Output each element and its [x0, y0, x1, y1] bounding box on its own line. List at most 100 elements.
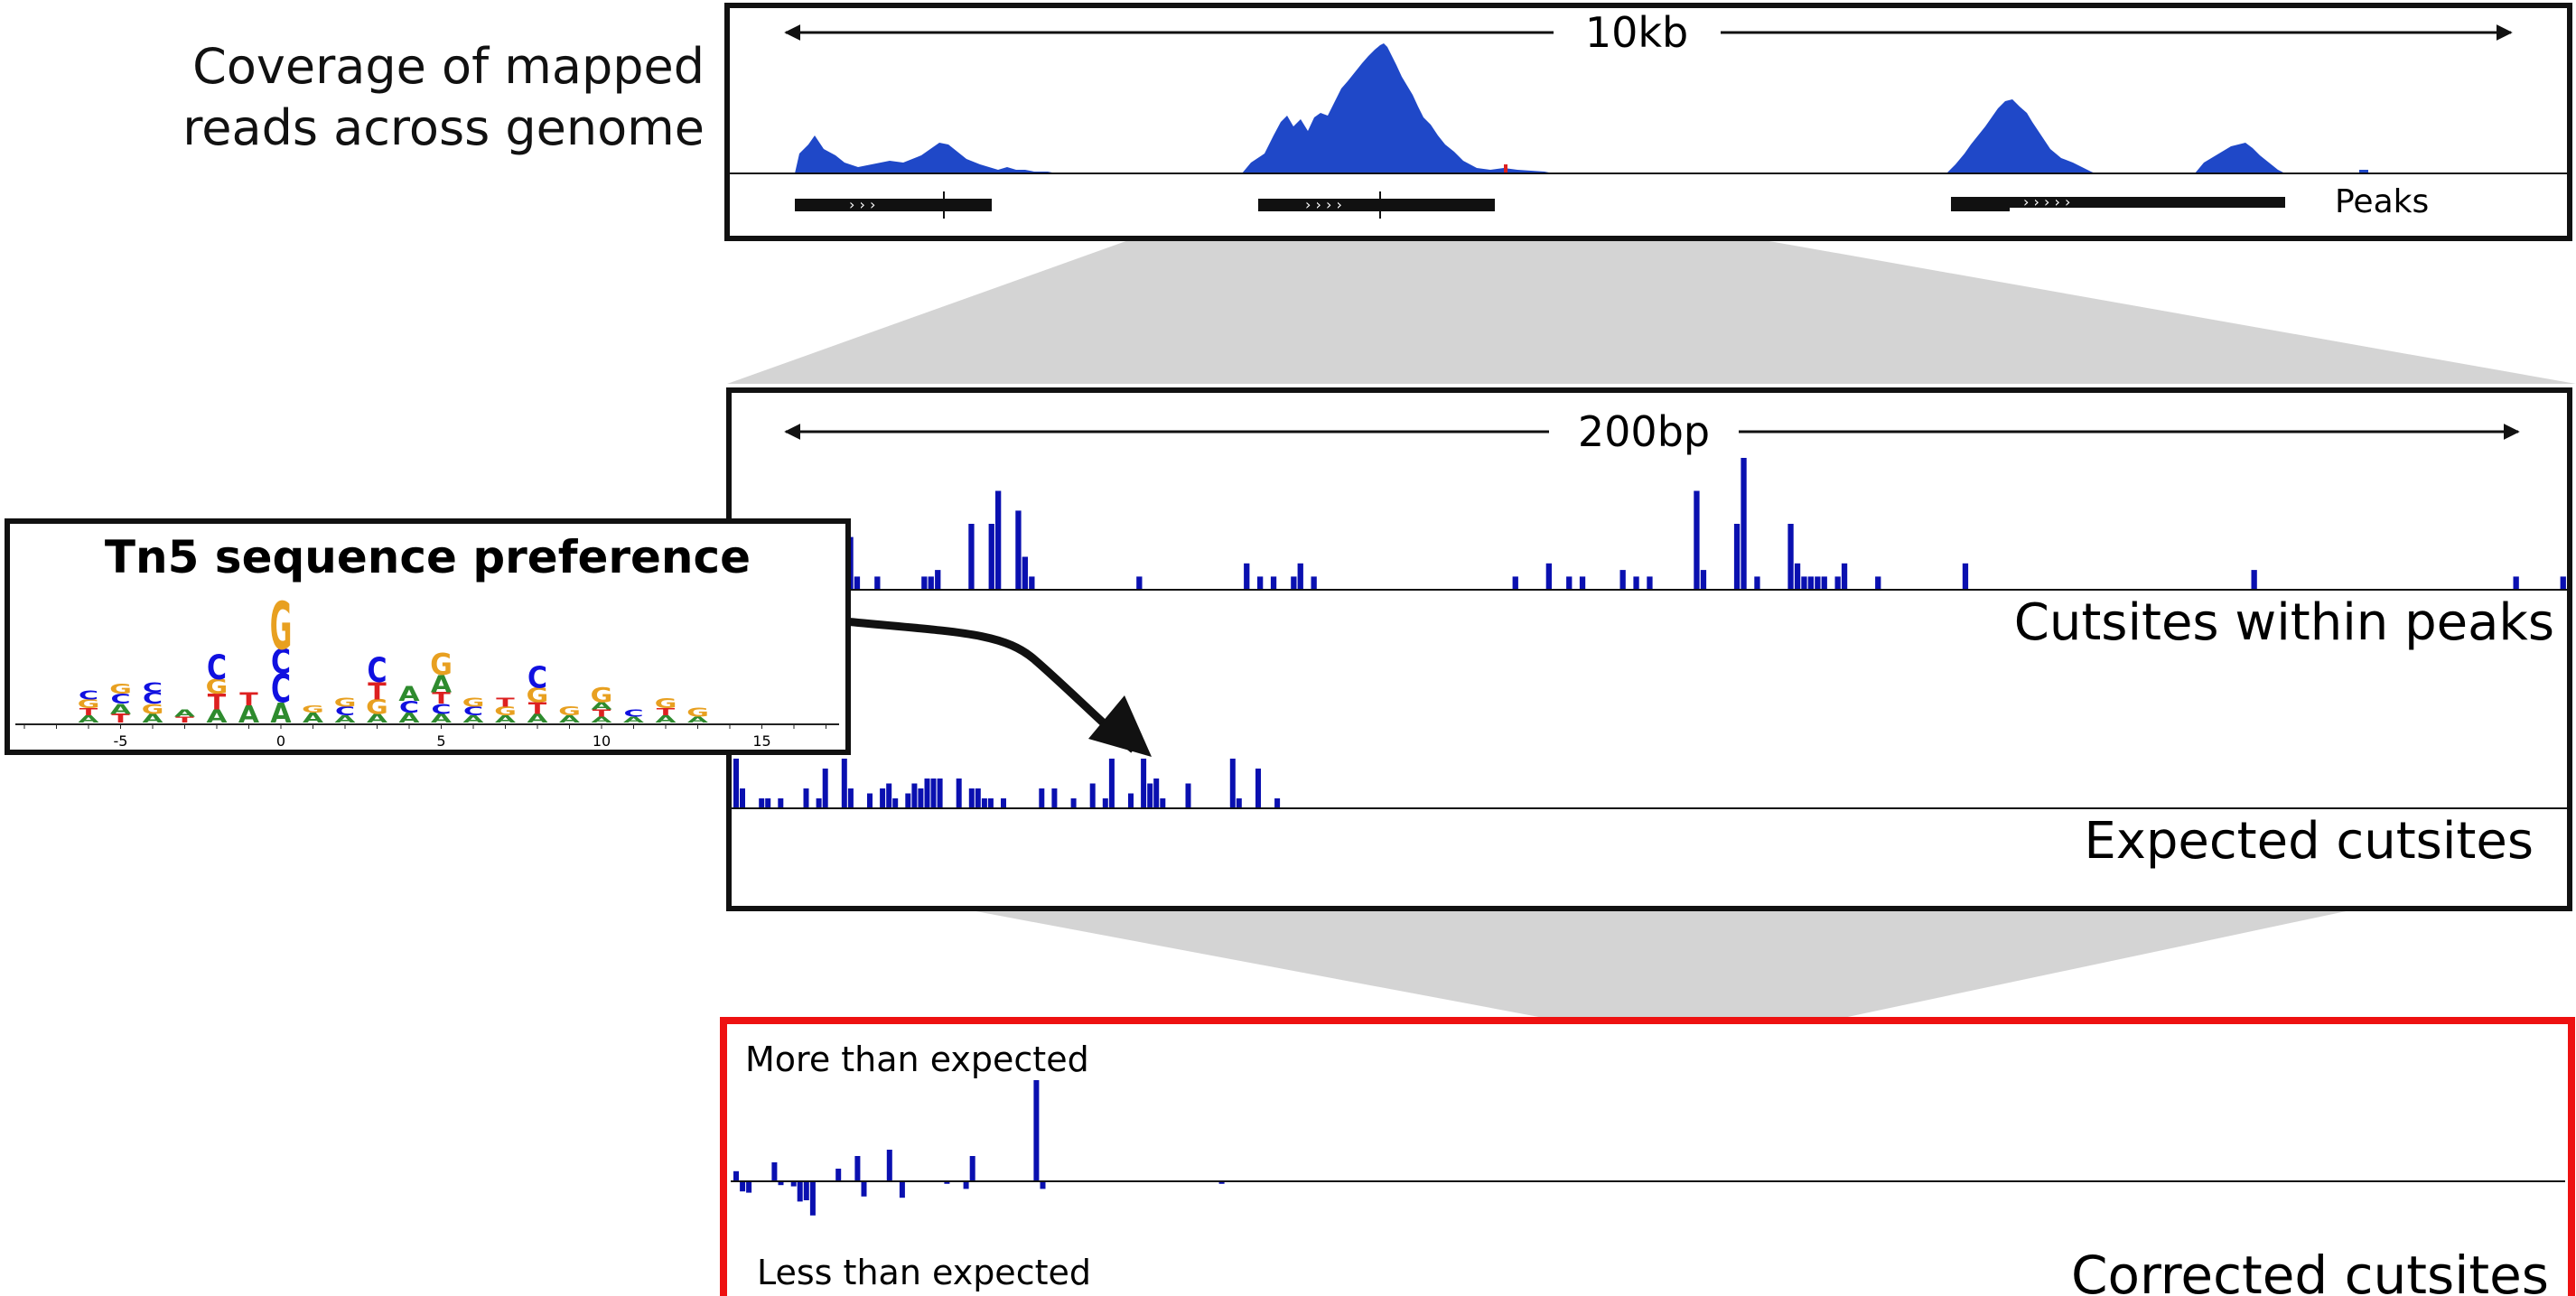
logo-letter: A: [495, 713, 517, 725]
corrected-cutsite-bars: [733, 1080, 1225, 1216]
observed-bar: [1633, 576, 1639, 590]
logo-tick-label: -5: [114, 732, 128, 750]
observed-bar: [1741, 458, 1747, 590]
corrected-bar: [1033, 1080, 1040, 1181]
zoom-panel: 200bp Cutsites within peaks Expected cut…: [726, 387, 2572, 911]
corrected-bar: [733, 1170, 739, 1181]
observed-bar: [1297, 563, 1303, 590]
observed-bar: [935, 570, 941, 590]
logo-letter: A: [110, 701, 132, 717]
logo-letter: G: [494, 705, 517, 719]
logo-letter: C: [335, 705, 355, 719]
expected-bar: [1153, 779, 1160, 808]
svg-text:› › ›: › › ›: [849, 196, 875, 213]
tn5-motif-box: Tn5 sequence preference -5 0 5 10 15 A T G C T A C G…: [5, 518, 851, 755]
expected-bar: [740, 788, 745, 808]
observed-bar: [2251, 570, 2257, 590]
logo-letter: G: [591, 685, 613, 707]
observed-bar: [1619, 570, 1626, 590]
corrected-bar: [835, 1169, 842, 1181]
observed-bar: [1566, 576, 1573, 590]
corrected-label: Corrected cutsites: [2071, 1245, 2549, 1296]
logo-tick-label: 15: [752, 732, 770, 750]
tn5-title: Tn5 sequence preference: [104, 531, 751, 583]
logo-tick-label: 10: [593, 732, 611, 750]
expected-bar: [987, 798, 994, 808]
zoom-connector-bottom: [971, 910, 2350, 1048]
coverage-scale-label: 10kb: [1585, 8, 1688, 57]
logo-letter: C: [271, 666, 291, 712]
expected-bar: [778, 798, 784, 808]
expected-bar: [847, 788, 854, 808]
expected-bar: [1102, 798, 1108, 808]
logo-letter: C: [79, 689, 98, 703]
logo-letter: C: [399, 697, 419, 716]
logo-letter: A: [367, 713, 387, 726]
expected-bar: [841, 759, 847, 808]
expected-bar: [1070, 798, 1077, 808]
expected-bar: [1001, 798, 1006, 808]
observed-bar: [988, 524, 994, 590]
logo-letter: A: [655, 713, 677, 725]
logo-tick-label: 5: [436, 732, 445, 750]
logo-letter: C: [271, 643, 291, 682]
logo-letter: T: [239, 688, 258, 709]
observed-bar: [1794, 563, 1801, 590]
logo-letter: T: [368, 677, 387, 705]
observed-bar: [921, 576, 928, 590]
expected-bar: [1089, 783, 1096, 808]
corrected-bar: [861, 1181, 867, 1197]
logo-letter: C: [431, 701, 451, 717]
logo-letter: T: [208, 690, 227, 714]
logo-letter: G: [558, 705, 581, 719]
logo-letter: A: [270, 698, 292, 730]
expected-bar: [1274, 798, 1281, 808]
coverage-area-right2: [2195, 143, 2285, 173]
corrected-bar: [886, 1150, 892, 1181]
observed-bar: [1733, 524, 1741, 590]
observed-bar: [1291, 576, 1297, 590]
logo-letter: T: [496, 696, 515, 710]
logo-letter: T: [657, 706, 676, 718]
coverage-panel: 10kb › › › › › › › › › › › › Peaks: [724, 3, 2572, 241]
logo-letter: G: [366, 696, 388, 719]
observed-bar: [1700, 570, 1707, 590]
logo-letter: C: [143, 679, 163, 695]
logo-letter: G: [462, 696, 485, 710]
expected-bar: [1229, 759, 1236, 808]
expected-cutsite-bars: [733, 759, 1281, 808]
corrected-bar: [797, 1181, 803, 1202]
expected-bar: [867, 793, 873, 808]
logo-letter: A: [462, 713, 484, 725]
coverage-label: Coverage of mapped reads across genome: [72, 36, 705, 159]
logo-letter: G: [655, 695, 677, 712]
expected-bar: [981, 798, 987, 808]
expected-bar: [968, 788, 975, 808]
observed-bar: [874, 576, 881, 590]
logo-letter: G: [527, 685, 549, 707]
expected-bar: [1128, 793, 1134, 808]
corrected-bar: [803, 1181, 809, 1200]
corrected-bar: [809, 1181, 816, 1216]
expected-bar: [937, 779, 943, 808]
expected-bar: [918, 788, 924, 808]
expected-bar: [911, 783, 918, 808]
logo-letter: A: [334, 713, 356, 725]
observed-bar: [1512, 576, 1518, 590]
expected-bar: [765, 798, 771, 808]
observed-bar: [2560, 576, 2566, 590]
logo-letter: A: [527, 713, 547, 726]
logo-letter: G: [686, 706, 709, 720]
logo-letter: T: [175, 715, 193, 724]
logo-letter: A: [78, 713, 99, 725]
corrected-bar: [963, 1181, 969, 1189]
expected-bar: [1039, 788, 1045, 808]
peak-bar: › › ›: [795, 191, 992, 219]
observed-bar: [1841, 563, 1848, 590]
expected-bar: [1160, 798, 1166, 808]
observed-bar: [1270, 576, 1277, 590]
observed-bar: [1029, 576, 1035, 590]
logo-letter: C: [367, 651, 387, 690]
